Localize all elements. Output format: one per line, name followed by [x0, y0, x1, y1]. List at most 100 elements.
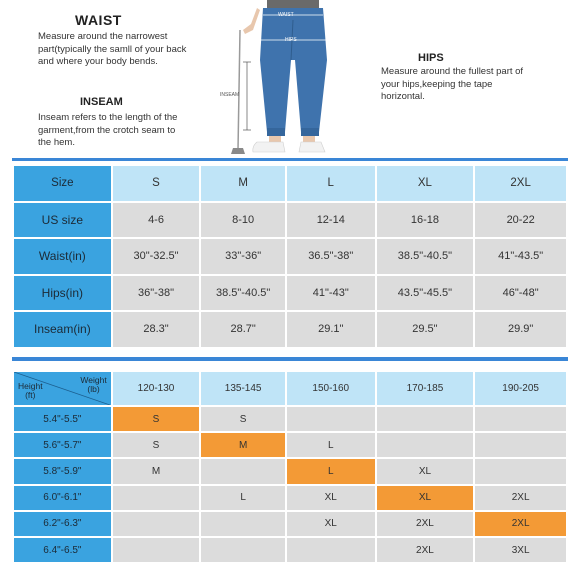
table-row: US size 4-6 8-10 12-14 16-18 20-22	[14, 202, 566, 237]
table-row: 6.0"-6.1" L XL XL 2XL	[14, 485, 566, 510]
size-cell: 2XL	[376, 537, 474, 563]
table-cell: 29.1"	[286, 312, 375, 347]
size-header-cell: L	[286, 166, 375, 201]
row-label: US size	[14, 202, 111, 237]
table-row: Inseam(in) 28.3" 28.7" 29.1" 29.5" 29.9"	[14, 312, 566, 347]
size-cell: L	[286, 433, 375, 458]
table-cell: 29.5"	[376, 312, 474, 347]
table-cell: 41"-43.5"	[475, 239, 566, 274]
row-label: Waist(in)	[14, 239, 111, 274]
size-cell	[112, 537, 200, 563]
size-cell-recommended: M	[201, 433, 285, 458]
size-header-cell: S	[112, 166, 200, 201]
size-cell	[475, 407, 566, 432]
corner-diagonal	[14, 372, 110, 405]
size-cell: XL	[286, 511, 375, 536]
size-cell-recommended: 2XL	[475, 511, 566, 536]
size-cell: XL	[286, 485, 375, 510]
size-cell	[201, 537, 285, 563]
height-label: 5.6"-5.7"	[14, 433, 111, 458]
row-label: Hips(in)	[14, 275, 111, 310]
table-cell: 16-18	[376, 202, 474, 237]
weight-header-row: Height (ft) Weight (lb) 120-130 135-145 …	[14, 372, 566, 405]
size-cell: XL	[376, 459, 474, 484]
size-cell: L	[201, 485, 285, 510]
model-figure: WAIST HIPS INSEAM	[205, 0, 355, 158]
table-cell: 12-14	[286, 202, 375, 237]
table-cell: 20-22	[475, 202, 566, 237]
inseam-title: INSEAM	[80, 96, 123, 108]
height-label: 6.0"-6.1"	[14, 485, 111, 510]
weight-header-cell: 135-145	[201, 372, 285, 405]
height-label: 6.4"-6.5"	[14, 537, 111, 563]
divider	[12, 357, 568, 361]
size-cell	[286, 537, 375, 563]
table-cell: 38.5"-40.5"	[201, 275, 285, 310]
size-cell	[286, 407, 375, 432]
table-row: 6.4"-6.5" 2XL 3XL	[14, 537, 566, 563]
waist-title: WAIST	[75, 12, 122, 28]
table-cell: 38.5"-40.5"	[376, 239, 474, 274]
weight-header-cell: 150-160	[286, 372, 375, 405]
table-cell: 29.9"	[475, 312, 566, 347]
corner-height-label: Height (ft)	[18, 381, 43, 400]
table-cell: 8-10	[201, 202, 285, 237]
divider	[12, 158, 568, 161]
figure-waist-label: WAIST	[278, 12, 294, 18]
table-cell: 4-6	[112, 202, 200, 237]
weight-header-cell: 190-205	[475, 372, 566, 405]
table-cell: 33"-36"	[201, 239, 285, 274]
height-label: 5.8"-5.9"	[14, 459, 111, 484]
hips-description: Measure around the fullest part of your …	[381, 66, 524, 102]
size-cell: S	[112, 433, 200, 458]
inseam-description: Inseam refers to the length of the garme…	[38, 112, 178, 148]
size-cell	[201, 511, 285, 536]
pants-model-illustration	[231, 0, 327, 154]
hips-title: HIPS	[418, 52, 444, 64]
size-header-row: Size S M L XL 2XL	[14, 166, 566, 201]
weight-header-cell: 120-130	[112, 372, 200, 405]
size-cell	[475, 459, 566, 484]
table-cell: 28.7"	[201, 312, 285, 347]
size-cell	[376, 433, 474, 458]
table-cell: 36"-38"	[112, 275, 200, 310]
table-row: Waist(in) 30"-32.5" 33"-36" 36.5"-38" 38…	[14, 239, 566, 274]
size-cell-recommended: XL	[376, 485, 474, 510]
size-cell: M	[112, 459, 200, 484]
size-header-cell: M	[201, 166, 285, 201]
table-cell: 36.5"-38"	[286, 239, 375, 274]
figure-inseam-label: INSEAM	[220, 92, 240, 98]
table-cell: 43.5"-45.5"	[376, 275, 474, 310]
size-cell: 2XL	[475, 485, 566, 510]
weight-header-cell: 170-185	[376, 372, 474, 405]
size-cell-recommended: S	[112, 407, 200, 432]
size-cell	[475, 433, 566, 458]
waist-description: Measure around the narrowest part(typica…	[38, 31, 187, 67]
size-header-cell: 2XL	[475, 166, 566, 201]
size-cell-recommended: L	[286, 459, 375, 484]
table-row: 5.8"-5.9" M L XL	[14, 459, 566, 484]
height-label: 6.2"-6.3"	[14, 511, 111, 536]
table-cell: 46"-48"	[475, 275, 566, 310]
corner-cell: Height (ft) Weight (lb)	[14, 372, 111, 405]
table-cell: 30"-32.5"	[112, 239, 200, 274]
measurement-guide: WAIST Measure around the narrowest part(…	[0, 0, 580, 158]
height-weight-table: Height (ft) Weight (lb) 120-130 135-145 …	[12, 370, 568, 564]
size-header-cell: Size	[14, 166, 111, 201]
size-header-cell: XL	[376, 166, 474, 201]
row-label: Inseam(in)	[14, 312, 111, 347]
table-row: 5.6"-5.7" S M L	[14, 433, 566, 458]
table-row: 5.4"-5.5" S S	[14, 407, 566, 432]
size-cell	[112, 485, 200, 510]
size-chart-table: Size S M L XL 2XL US size 4-6 8-10 12-14…	[12, 164, 568, 349]
table-cell: 41"-43"	[286, 275, 375, 310]
size-cell	[376, 407, 474, 432]
size-cell: 2XL	[376, 511, 474, 536]
figure-hips-label: HIPS	[285, 37, 297, 43]
table-row: Hips(in) 36"-38" 38.5"-40.5" 41"-43" 43.…	[14, 275, 566, 310]
size-cell: 3XL	[475, 537, 566, 563]
corner-weight-label: Weight (lb)	[80, 375, 107, 394]
size-cell	[201, 459, 285, 484]
size-cell	[112, 511, 200, 536]
table-cell: 28.3"	[112, 312, 200, 347]
